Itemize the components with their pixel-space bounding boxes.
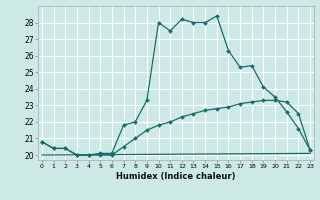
X-axis label: Humidex (Indice chaleur): Humidex (Indice chaleur) bbox=[116, 172, 236, 181]
